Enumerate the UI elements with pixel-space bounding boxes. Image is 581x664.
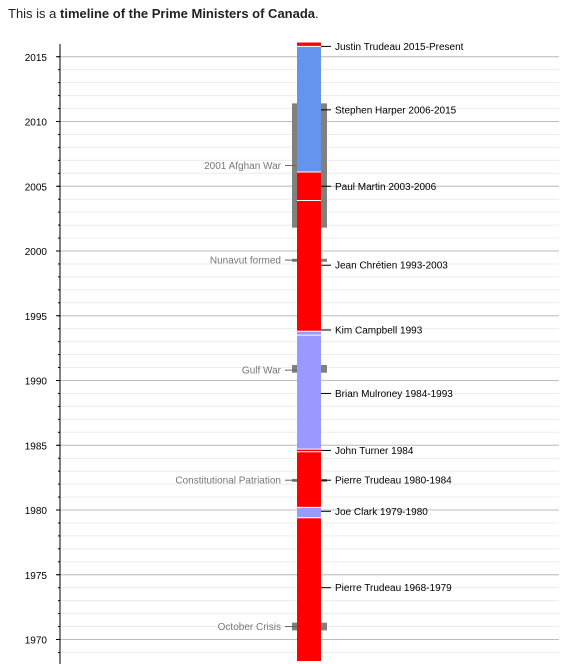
tick-label: 2005 [25,182,48,193]
event-label: Nunavut formed [210,256,281,267]
pm-label: Jean Chrétien 1993-2003 [335,261,448,272]
event-label: Gulf War [242,366,282,377]
tick-label: 1980 [25,506,48,517]
tick-label: 1990 [25,377,48,388]
intro-suffix: . [315,6,319,21]
pm-segment [297,200,321,332]
event-label: 2001 Afghan War [204,161,282,172]
tick-label: 1970 [25,636,48,647]
pm-segment [297,46,321,173]
tick-label: 2010 [25,118,48,129]
tick-label: 2000 [25,247,48,258]
tick-label: 1985 [25,441,48,452]
pm-label: Paul Martin 2003-2006 [335,182,437,193]
pm-segment [297,449,321,452]
pm-label: Pierre Trudeau 1980-1984 [335,476,452,487]
event-label: October Crisis [218,622,281,633]
pm-segment [297,335,321,450]
pm-segment [297,451,321,508]
pm-segment [297,331,321,336]
intro-link[interactable]: timeline of the Prime Ministers of Canad… [60,6,316,21]
pm-segment [297,517,321,662]
pm-label: Stephen Harper 2006-2015 [335,105,457,116]
tick-label: 1975 [25,571,48,582]
pm-label: John Turner 1984 [335,446,414,457]
intro-prefix: This is a [8,6,61,21]
tick-label: 1995 [25,312,48,323]
pm-label: Pierre Trudeau 1968-1979 [335,583,452,594]
tick-label: 2015 [25,53,48,64]
pm-segment [297,172,321,201]
event-label: Constitutional Patriation [175,476,281,487]
pm-label: Joe Clark 1979-1980 [335,507,428,518]
pm-segment [297,42,321,47]
pm-label: Kim Campbell 1993 [335,325,423,336]
pm-label: Brian Mulroney 1984-1993 [335,389,453,400]
pm-label: Justin Trudeau 2015-Present [335,42,464,53]
pm-segment [297,507,321,518]
intro-text: This is a timeline of the Prime Minister… [8,6,319,21]
